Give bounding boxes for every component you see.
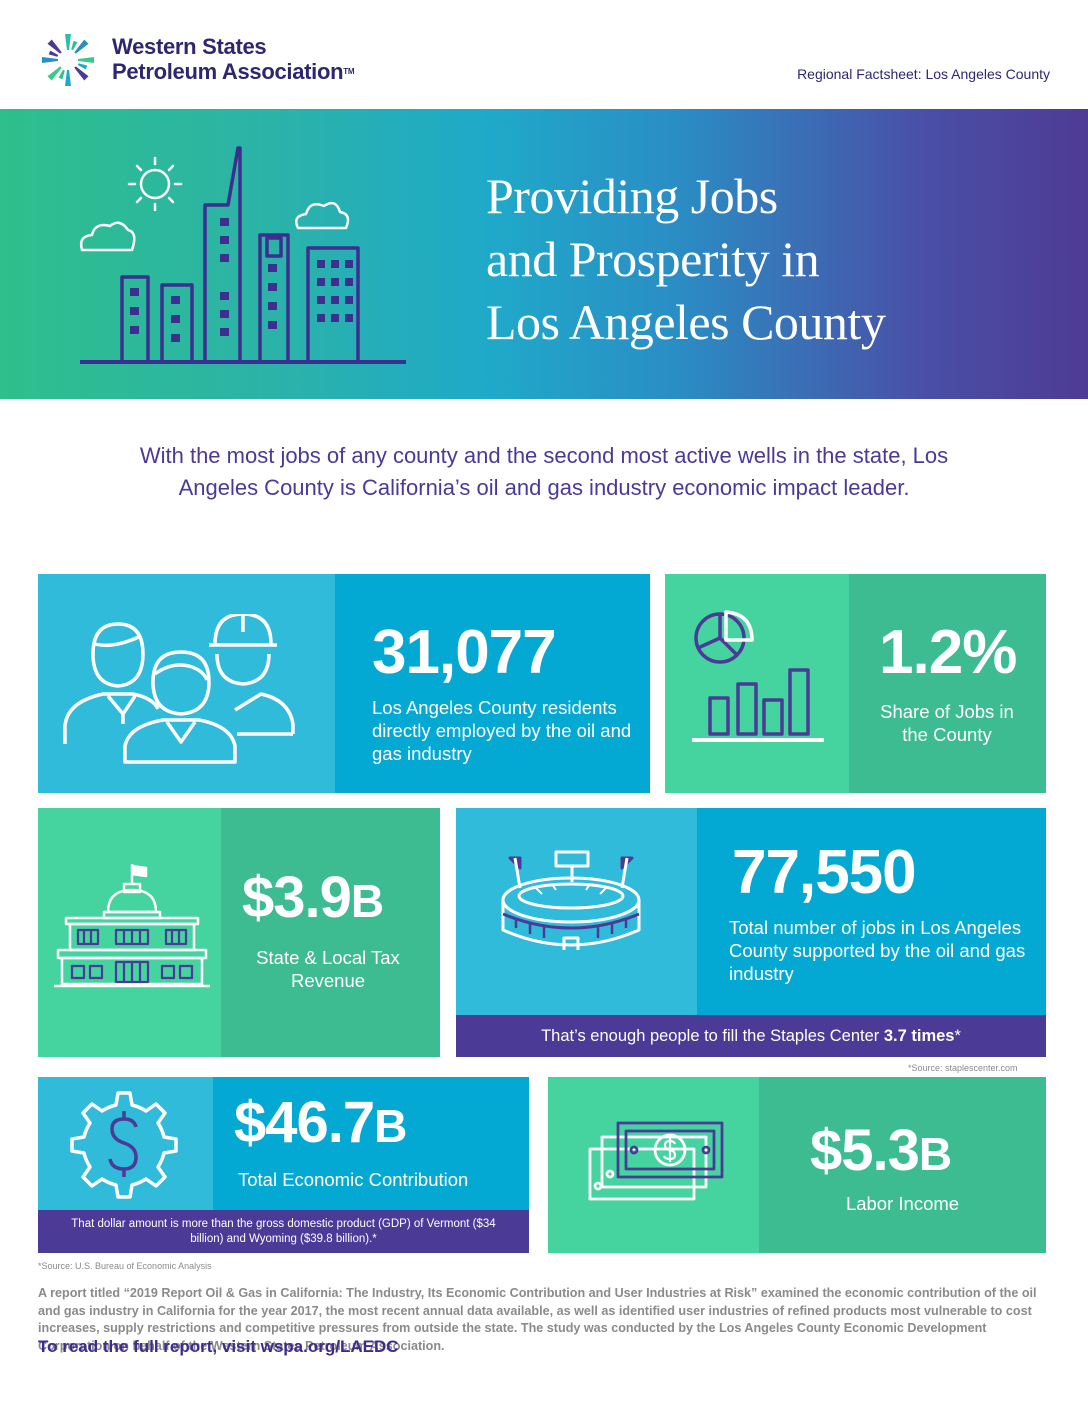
city-skyline-icon	[79, 146, 406, 364]
tax-label: State & Local Tax Revenue	[256, 947, 400, 991]
money-stack-icon	[588, 1121, 724, 1201]
tax-value-number: $3.9	[242, 865, 352, 930]
employed-label: Los Angeles County residents directly em…	[372, 697, 632, 764]
banner-title-line2: and Prosperity in	[486, 231, 820, 287]
tile-jobs-supported: 77,550 Total number of jobs in Los Angel…	[456, 808, 1046, 1057]
intro-text: With the most jobs of any county and the…	[139, 443, 949, 500]
capitol-building-icon	[54, 864, 210, 988]
tile-employed: 31,077 Los Angeles County residents dire…	[38, 574, 650, 793]
banner-title-line1: Providing Jobs	[486, 168, 778, 224]
staples-strip: That’s enough people to fill the Staples…	[456, 1015, 1046, 1057]
workers-icon	[63, 614, 295, 764]
report-footnote: A report titled “2019 Report Oil & Gas i…	[38, 1286, 1037, 1353]
stadium-icon	[501, 850, 641, 950]
staples-strip-text: That’s enough people to fill the Staples…	[541, 1027, 884, 1045]
jobs-supported-label: Total number of jobs in Los Angeles Coun…	[729, 917, 1026, 984]
hero-banner	[0, 109, 1088, 399]
staples-source: *Source: staplescenter.com	[908, 1063, 1018, 1073]
logo-line2: Petroleum Association	[112, 59, 344, 84]
tile-labor: $5.3B Labor Income	[548, 1077, 1046, 1253]
labor-label: Labor Income	[845, 1193, 960, 1214]
dollar-gear-icon	[70, 1091, 178, 1199]
tax-value: $3.9B	[242, 864, 384, 935]
full-report-link[interactable]: To read the full report, visit wspa.org/…	[38, 1337, 399, 1356]
tax-value-suffix: B	[350, 875, 384, 927]
logo-line1: Western States	[112, 34, 267, 59]
economic-value-number: $46.7	[234, 1090, 375, 1155]
wspa-logo-icon	[42, 34, 94, 86]
cloud-right-icon	[295, 201, 350, 230]
chart-icon	[692, 610, 824, 742]
logo-wordmark: Western States Petroleum AssociationTM	[112, 34, 355, 84]
economic-value-suffix: B	[374, 1100, 407, 1152]
labor-value-number: $5.3	[810, 1118, 920, 1183]
tile-share: 1.2% Share of Jobs in the County	[665, 574, 1046, 793]
sun-icon	[127, 156, 183, 212]
tile-tax: $3.9B State & Local Tax Revenue	[38, 808, 440, 1057]
factsheet-label: Regional Factsheet: Los Angeles County	[797, 66, 1050, 82]
share-value: 1.2%	[879, 618, 1017, 687]
share-label: Share of Jobs in the County	[880, 701, 1014, 745]
jobs-supported-value: 77,550	[732, 838, 917, 907]
economic-value: $46.7B	[234, 1089, 407, 1160]
tile-economic: $46.7B Total Economic Contribution That …	[38, 1077, 529, 1253]
cloud-left-icon	[79, 221, 136, 252]
staples-strip-bold: 3.7 times	[883, 1027, 955, 1045]
gdp-strip: That dollar amount is more than the gros…	[38, 1210, 529, 1253]
banner-title-line3: Los Angeles County	[486, 294, 886, 350]
logo-tm: TM	[343, 67, 355, 76]
employed-value: 31,077	[372, 618, 557, 687]
staples-strip-star: *	[954, 1027, 961, 1045]
labor-value-suffix: B	[918, 1128, 952, 1180]
banner-title: Providing Jobs and Prosperity in Los Ang…	[486, 165, 1046, 354]
bea-source: *Source: U.S. Bureau of Economic Analysi…	[38, 1261, 212, 1271]
labor-value: $5.3B	[810, 1117, 952, 1188]
economic-label: Total Economic Contribution	[238, 1169, 469, 1190]
